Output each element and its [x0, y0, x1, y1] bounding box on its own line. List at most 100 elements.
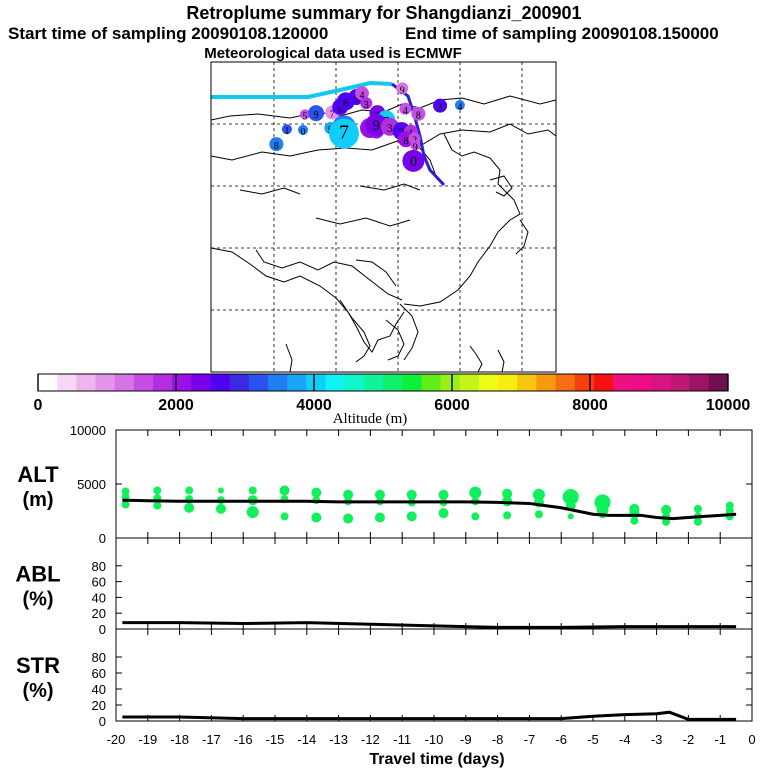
map-marker-dot: [396, 82, 409, 95]
x-tick-label: -2: [683, 732, 695, 747]
altitude-point: [185, 486, 194, 495]
x-tick-label: -20: [107, 732, 126, 747]
y-tick-label: 60: [92, 666, 106, 681]
map-marker-dot: [360, 97, 373, 110]
panel-ylabel-name: STR: [16, 653, 60, 678]
altitude-point: [248, 486, 257, 495]
altitude-point: [693, 517, 702, 526]
map-marker-label: 5: [354, 94, 359, 105]
x-tick-label: -16: [234, 732, 253, 747]
map-marker: 4: [354, 86, 369, 101]
altitude-point: [532, 488, 545, 501]
trajectory-line-west: [211, 80, 393, 99]
map-grid: [211, 62, 556, 372]
map-marker-label: 9: [313, 110, 318, 121]
altitude-point: [215, 503, 226, 514]
altitude-point: [184, 502, 195, 513]
y-tick-label: 0: [99, 622, 106, 637]
y-tick-label: 0: [99, 531, 106, 546]
map-marker: 4: [399, 102, 412, 117]
map-marker-dot: [328, 118, 359, 149]
x-tick-label: -15: [266, 732, 285, 747]
x-tick-label: -3: [651, 732, 663, 747]
start-time-label: Start time of sampling 20090108.120000: [8, 24, 329, 43]
main-title: Retroplume summary for Shangdianzi_20090…: [186, 3, 582, 23]
map-marker: 9: [396, 82, 409, 96]
y-tick-label: 0: [99, 714, 106, 729]
altitude-point: [153, 486, 162, 495]
y-tick-label: 5000: [77, 477, 106, 492]
altitude-point: [438, 508, 449, 519]
map-marker-dot: [410, 140, 421, 151]
map-marker: 8: [411, 106, 426, 122]
x-tick-label: 0: [748, 732, 755, 747]
map-marker: 1: [281, 124, 292, 137]
map-marker: 0: [298, 124, 309, 138]
altitude-point: [311, 487, 322, 498]
map-marker-label: 1: [284, 126, 289, 137]
map-marker-dot: [402, 149, 425, 172]
y-tick-label: 40: [92, 682, 106, 697]
map-marker-dot: [433, 98, 448, 113]
map-marker: 8: [269, 137, 284, 152]
altitude-point: [693, 504, 702, 513]
x-tick-label: -19: [138, 732, 157, 747]
altitude-point: [153, 501, 162, 510]
altitude-point: [562, 488, 579, 505]
x-tick-label: -6: [555, 732, 567, 747]
y-tick-label: 80: [92, 559, 106, 574]
end-time-label: End time of sampling 20090108.150000: [405, 24, 719, 43]
altitude-point: [630, 516, 639, 525]
map-marker-label: 3: [364, 100, 369, 111]
x-tick-label: -4: [619, 732, 631, 747]
map-marker-label: 8: [416, 111, 421, 122]
map-marker: 3: [433, 98, 448, 114]
map-marker-label: 9: [373, 118, 380, 134]
map-marker-label: 0: [410, 154, 417, 170]
map-marker-dot: [281, 124, 292, 135]
map-marker-dot: [269, 137, 284, 152]
map-marker-label: 7: [330, 110, 335, 121]
map-marker: 5: [299, 109, 310, 122]
map-marker: 7: [328, 118, 359, 149]
x-tick-label: -13: [329, 732, 348, 747]
map-marker-dot: [411, 106, 426, 121]
panel-alt: 10000 5000 0 ALT(m): [17, 423, 753, 546]
panel-frame: [115, 429, 753, 539]
map-marker-dot: [454, 100, 465, 111]
map-marker-label: 5: [302, 111, 307, 122]
x-tick-label: -10: [425, 732, 444, 747]
map-marker-label: 4: [403, 106, 408, 117]
map-marker-label: 3: [387, 122, 393, 135]
map-marker: 3: [360, 97, 373, 111]
altitude-point: [662, 517, 671, 526]
panel-ylabel-name: ALT: [17, 462, 59, 487]
panel-ylabel-name: ABL: [15, 562, 60, 587]
altitude-point: [406, 511, 417, 522]
map-marker-label: 7: [339, 123, 349, 144]
altitude-point: [246, 506, 259, 519]
map-marker-label: 3: [438, 103, 443, 114]
x-tick-label: -5: [587, 732, 599, 747]
x-axis-label: Travel time (days): [369, 751, 504, 768]
x-tick-label: -1: [714, 732, 726, 747]
series-line-str: [122, 710, 737, 721]
altitude-point: [217, 487, 224, 494]
map-marker-label: 0: [301, 127, 306, 138]
map-marker-dot: [299, 109, 310, 120]
met-data-label: Meteorological data used is ECMWF: [204, 45, 462, 62]
x-tick-label: -17: [202, 732, 221, 747]
x-tick-label: -7: [524, 732, 536, 747]
panel-ylabel-unit: (%): [22, 589, 53, 611]
altitude-point: [121, 500, 130, 509]
map-marker-label: 8: [338, 104, 343, 115]
x-tick-label: -8: [492, 732, 504, 747]
y-tick-label: 20: [92, 698, 106, 713]
altitude-point: [406, 489, 417, 500]
map-marker-dot: [308, 105, 325, 122]
altitude-point: [343, 489, 354, 500]
